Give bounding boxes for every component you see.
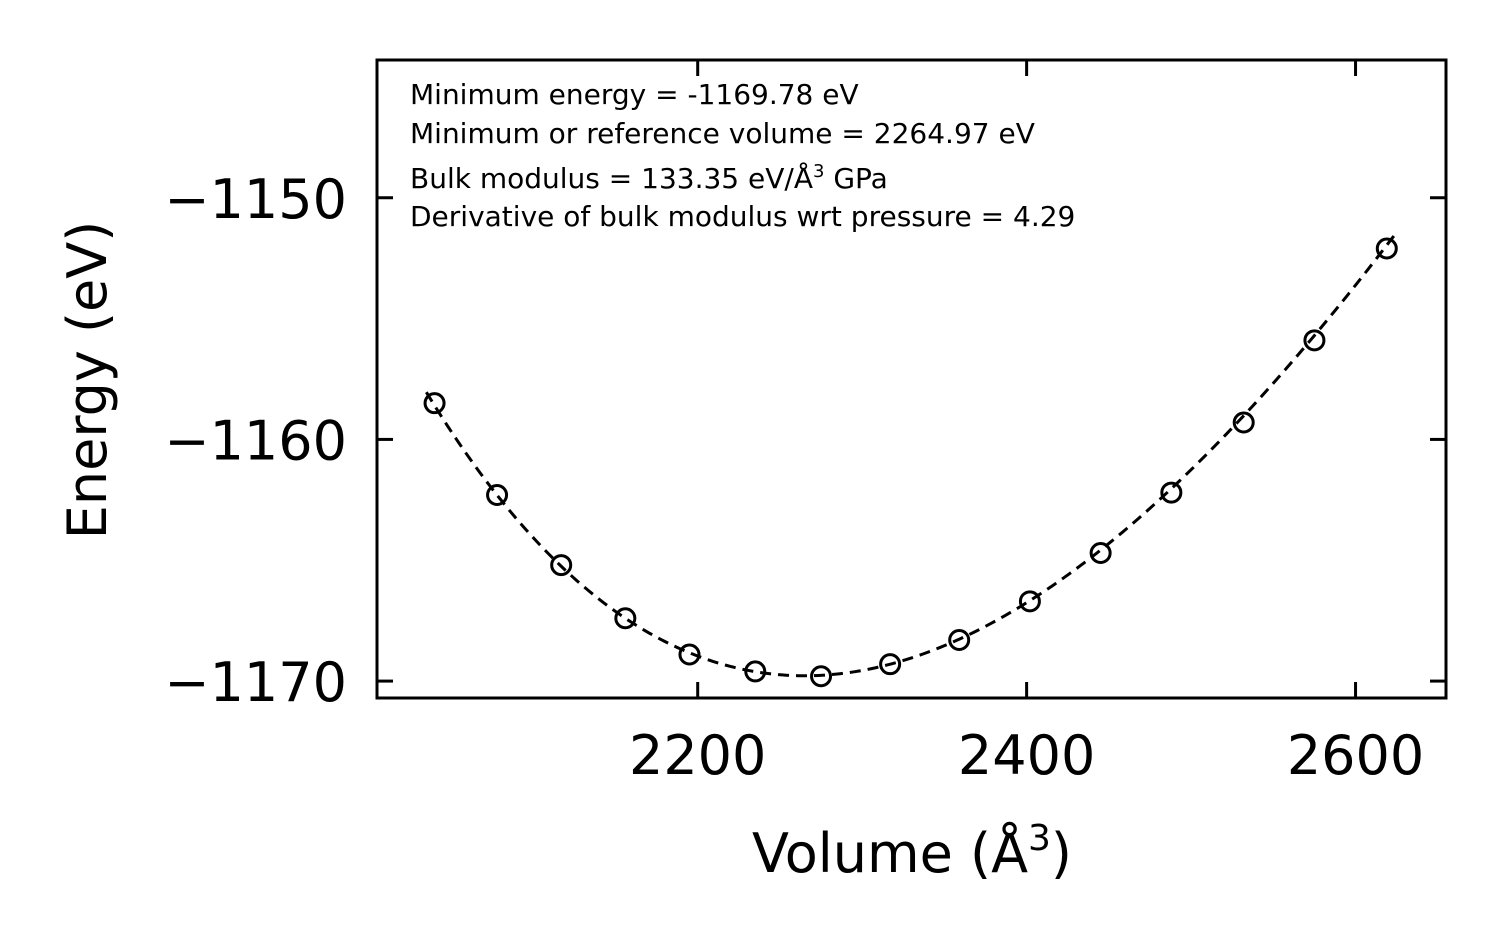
x-axis-label-text: Volume (Å [752,821,1028,885]
fit-curve-layer [425,231,1398,678]
annotation-min-energy: Minimum energy = -1169.78 eV [410,78,859,111]
data-point [1232,411,1255,434]
data-point [1375,237,1398,260]
y-tick-label: −1170 [164,651,347,714]
y-tick-label: −1150 [164,168,347,231]
annotation-ref-volume: Minimum or reference volume = 2264.97 eV [410,117,1035,150]
annotation-bulk-modulus-sup: 3 [813,161,824,182]
eos-fit-curve [425,231,1398,678]
data-point [614,607,637,630]
data-point [1089,542,1112,564]
annotation-bulk-modulus-text: Bulk modulus = 133.35 eV/Å [410,161,813,195]
data-point [423,392,446,415]
y-tick-label: −1160 [164,409,347,472]
x-tick-label: 2400 [958,724,1095,787]
annotation-bulk-modulus: Bulk modulus = 133.35 eV/Å3 GPa [410,161,888,195]
plot-frame [375,58,1448,700]
data-point [678,643,701,666]
data-point [879,653,902,676]
data-point [1160,481,1183,504]
ticks-layer: 2200 2400 2600 −1150 −1160 −1170 [164,60,1446,787]
annotation-bulk-derivative: Derivative of bulk modulus wrt pressure … [410,200,1075,233]
y-axis-label: Energy (eV) [56,221,119,540]
x-axis-label: Volume (Å3) [752,818,1072,885]
x-tick-label: 2600 [1287,724,1424,787]
data-point [744,660,767,683]
data-point [550,554,573,577]
data-point [810,665,833,688]
x-axis-label-suffix: ) [1051,822,1072,885]
data-point [1303,329,1326,352]
data-point [1018,590,1041,613]
data-points-layer [423,237,1398,688]
data-point [486,484,509,506]
data-point [948,629,971,651]
x-tick-label: 2200 [629,724,766,787]
x-axis-label-sup: 3 [1028,818,1051,859]
annotation-bulk-modulus-suffix: GPa [824,162,887,195]
